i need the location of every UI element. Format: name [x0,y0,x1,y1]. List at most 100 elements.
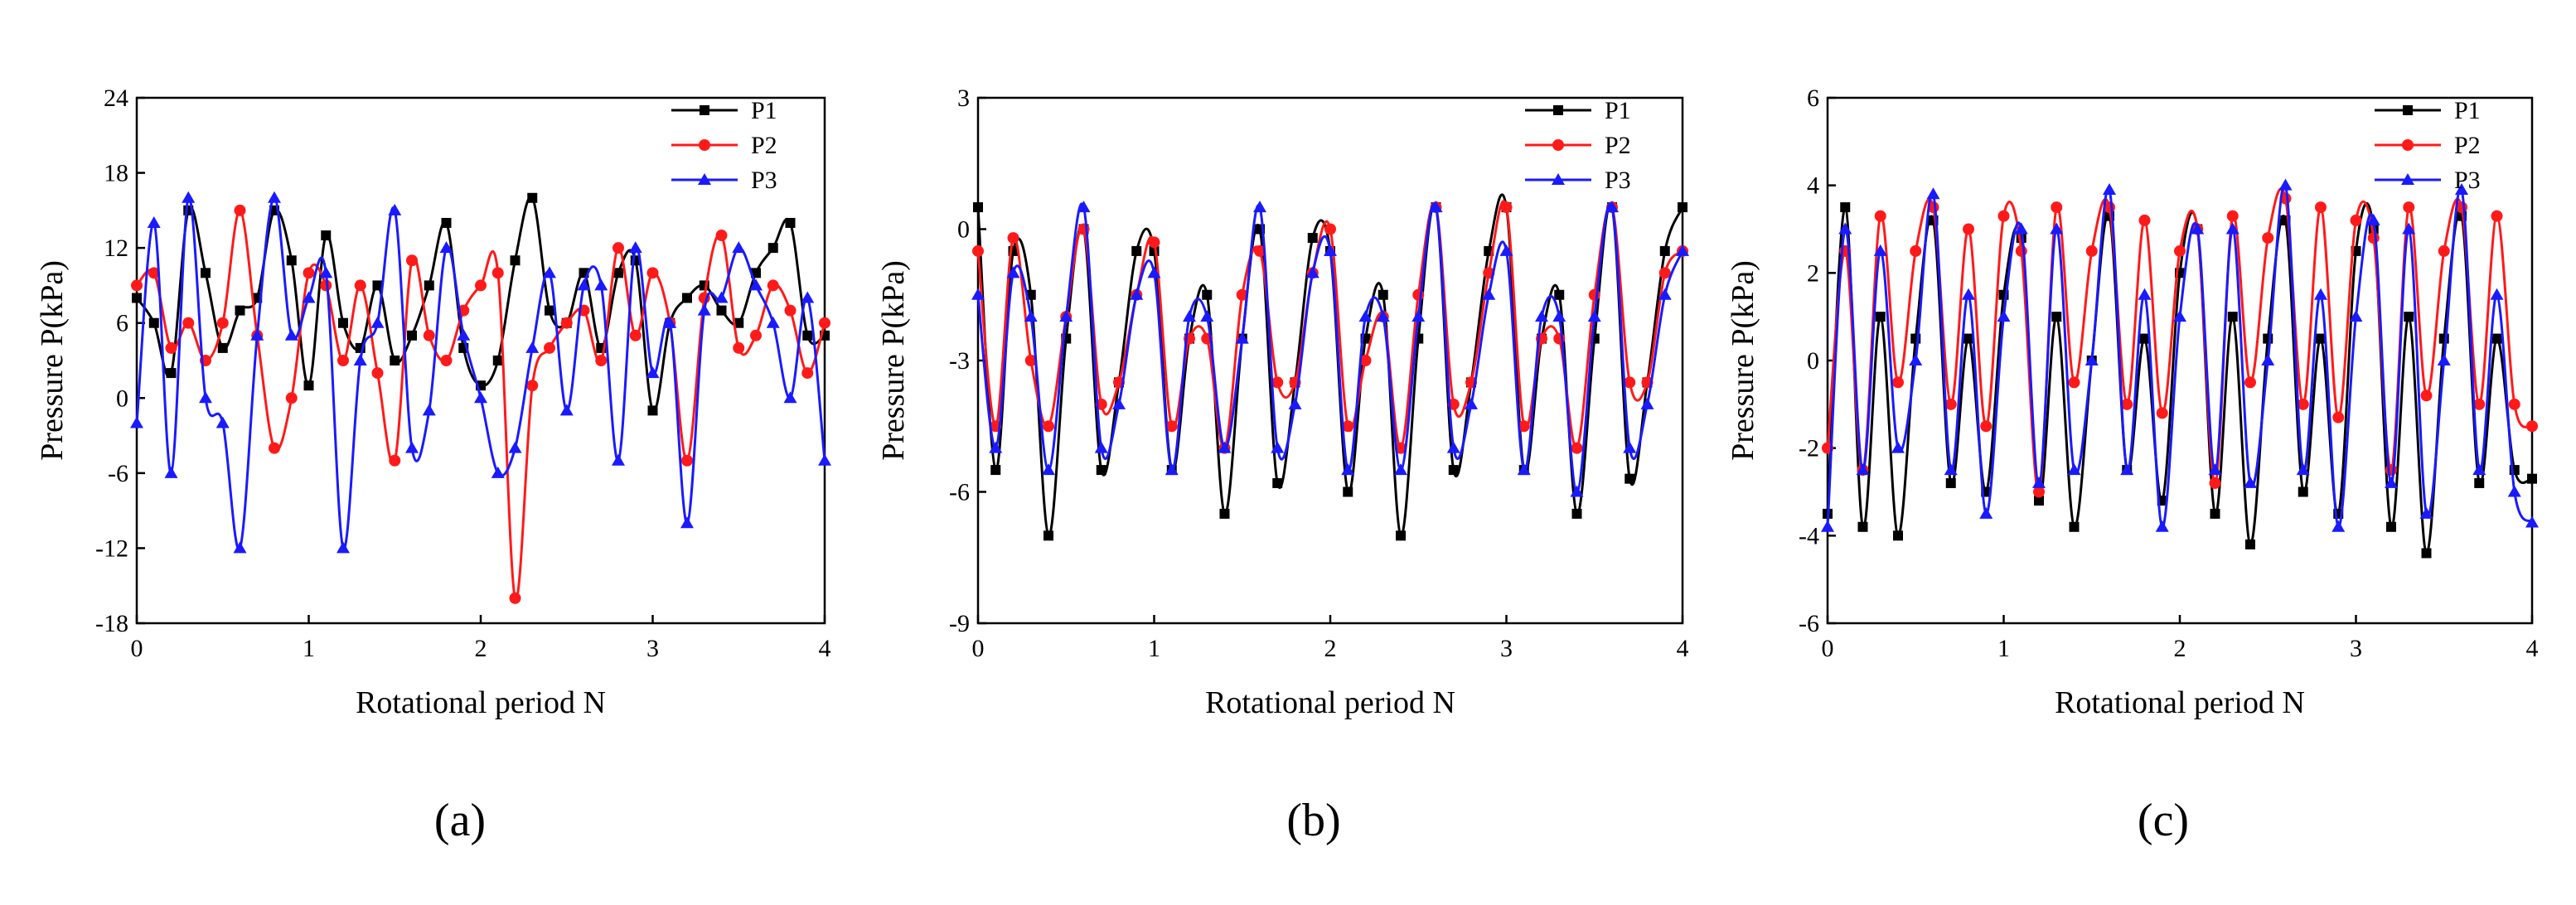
data-point-p2 [1043,420,1054,433]
data-point-p1 [990,465,1001,476]
data-point-p3 [1517,463,1531,476]
data-point-p2 [733,341,745,354]
y-axis-label: Pressure P(kPa) [35,260,70,461]
data-point-p1 [1659,245,1670,256]
data-point-p3 [2208,463,2222,476]
data-point-p3 [2103,182,2116,195]
data-point-p2 [2015,244,2027,257]
data-point-p3 [559,404,574,416]
data-point-p2 [509,592,521,604]
x-tick-label: 1 [1148,635,1160,662]
data-point-p3 [1535,310,1548,322]
data-point-p2 [2297,398,2309,410]
data-point-p2 [1271,376,1284,389]
y-tick-label: 12 [104,235,128,262]
data-point-p2 [2473,398,2486,410]
data-point-p2 [1997,210,2010,222]
y-tick-label: 3 [957,85,970,112]
series-line-p2 [976,200,1684,450]
data-point-p1 [734,317,744,328]
data-point-p1 [1096,465,1106,476]
data-point-p3 [199,391,212,404]
data-point-p2 [526,380,539,392]
data-point-p2 [646,267,659,279]
data-point-p2 [1500,201,1513,214]
data-point-p3 [2455,182,2468,195]
data-point-p3 [2050,222,2064,235]
data-point-p2 [544,341,555,354]
data-point-p2 [1395,442,1407,454]
data-point-p3 [1271,441,1285,453]
data-point-p3 [2032,476,2046,488]
data-point-p2 [2209,477,2221,489]
data-point-p3 [1147,266,1161,278]
data-point-p2 [1963,223,1974,235]
data-point-p3 [1253,201,1266,213]
data-point-p3 [2507,485,2521,497]
data-point-p1 [2527,473,2537,484]
data-point-p2 [440,355,453,366]
data-point-p2 [1624,376,1636,389]
data-point-p3 [783,391,797,404]
data-point-p3 [1358,310,1373,322]
data-point-p2 [2526,420,2538,433]
data-point-p2 [784,304,797,317]
x-axis-label: Rotational period N [1205,685,1455,720]
data-point-p1 [441,217,452,228]
data-point-p2 [972,244,984,257]
x-axis-label: Rotational period N [356,685,606,720]
data-point-p2 [491,267,504,279]
data-point-p3 [2173,310,2186,322]
data-point-p3 [2085,354,2099,365]
data-point-p3 [1446,441,1460,453]
data-point-p3 [1341,463,1355,476]
data-point-p1 [785,217,796,228]
data-point-p1 [148,317,159,328]
y-axis-label: Pressure P(kPa) [876,260,911,461]
data-point-p2 [2438,244,2450,257]
series-p2 [1822,187,2538,498]
data-point-p3 [1024,310,1038,322]
data-point-p1 [2051,312,2062,322]
data-point-p2 [1980,420,1993,433]
y-tick-label: -3 [949,347,970,375]
data-point-p2 [1518,420,1530,433]
data-point-p3 [663,316,677,328]
data-point-p2 [320,279,332,292]
legend-marker-p3 [698,173,711,185]
data-point-p1 [2069,521,2080,532]
data-point-p3 [2525,515,2539,528]
legend-label: P1 [1605,97,1631,124]
data-point-p2 [406,254,418,267]
data-point-p3 [1926,187,1940,200]
data-point-p2 [131,279,143,292]
data-point-p3 [491,466,505,478]
data-point-p2 [1944,398,1957,410]
data-point-p3 [2244,476,2257,488]
data-point-p2 [1236,288,1248,301]
legend: P1 P2 P3 [671,97,777,194]
legend-marker-p1 [700,105,709,115]
data-point-p2 [2138,214,2151,226]
data-point-p3 [766,316,780,328]
legend-label: P2 [751,132,777,159]
data-point-p3 [732,241,746,254]
data-point-p3 [1130,288,1144,300]
data-point-p2 [1148,236,1160,249]
data-point-p1 [1202,289,1213,300]
x-tick-label: 3 [2350,635,2362,662]
data-point-p3 [2155,520,2169,532]
data-point-p3 [1235,332,1249,344]
data-point-p3 [422,404,436,416]
data-point-p2 [767,279,779,292]
data-point-p3 [1605,201,1619,213]
data-point-p3 [1006,266,1020,278]
y-tick-label: 4 [1807,172,1819,200]
data-point-p2 [2033,486,2045,498]
data-point-p2 [2367,232,2380,244]
data-point-p1 [217,342,228,353]
data-point-p2 [2051,201,2063,214]
data-point-p2 [182,317,195,329]
data-point-p3 [1376,310,1390,322]
